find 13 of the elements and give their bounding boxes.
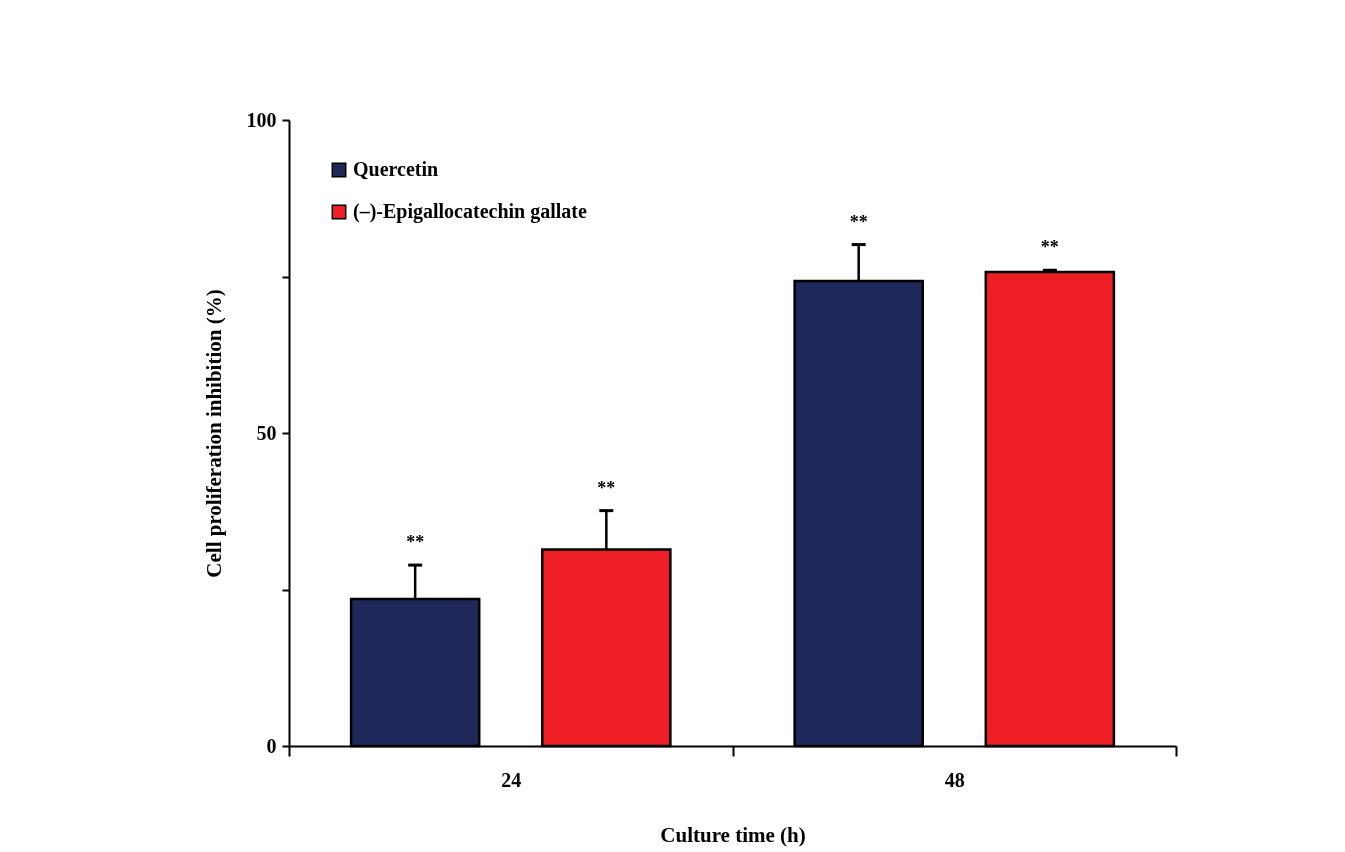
x-axis-title: Culture time (h)	[660, 822, 806, 847]
annotation: **	[1040, 237, 1059, 258]
annotation: **	[597, 477, 616, 498]
legend-label: Quercetin	[353, 158, 439, 180]
x-tick-label: 24	[501, 768, 522, 791]
y-tick-label: 0	[266, 734, 277, 757]
annotation: **	[849, 211, 868, 232]
y-axis-title: Cell proliferation inhibition (%)	[201, 289, 226, 578]
legend-label: (–)-Epigallocatechin gallate	[353, 200, 587, 223]
y-tick-label: 100	[246, 108, 277, 131]
x-tick-label: 48	[944, 768, 965, 791]
annotation: **	[406, 532, 425, 553]
y-tick-label: 50	[256, 421, 277, 444]
